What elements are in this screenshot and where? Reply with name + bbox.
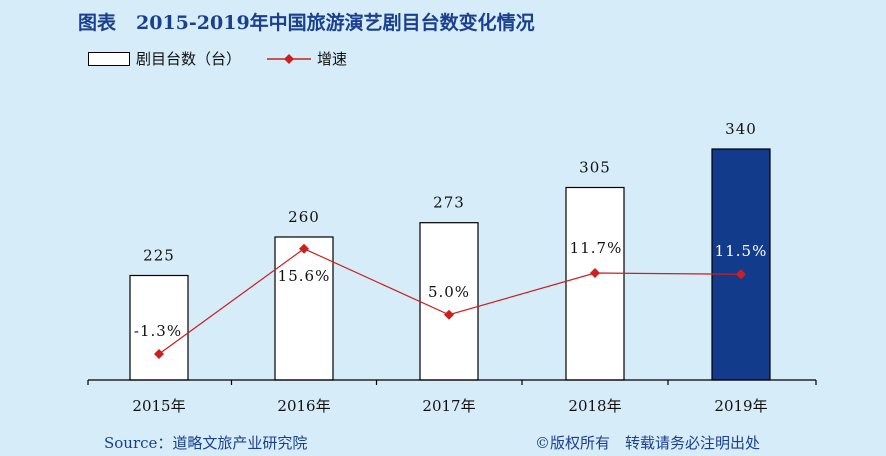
title-text: 2015-2019年中国旅游演艺剧目台数变化情况: [136, 12, 535, 34]
chart-title: 图表 2015-2019年中国旅游演艺剧目台数变化情况: [78, 8, 535, 35]
growth-line-layer: [154, 243, 746, 359]
bar: [711, 148, 771, 381]
bar-value-label: 273: [433, 194, 465, 212]
growth-point: [299, 243, 309, 254]
bar: [419, 222, 479, 381]
bar-value-label: 340: [725, 120, 757, 138]
growth-value-label: 11.7%: [570, 239, 623, 257]
bar: [565, 186, 625, 381]
legend-bar-label: 剧目台数（台）: [136, 50, 242, 68]
title-prefix: 图表: [78, 12, 117, 34]
x-tick-label: 2016年: [277, 397, 330, 415]
x-tick-label: 2017年: [422, 397, 475, 415]
x-tick-label: 2015年: [132, 397, 185, 415]
legend: 剧目台数（台） 增速: [88, 48, 347, 69]
growth-point: [444, 309, 454, 320]
bar-value-label: 305: [579, 159, 611, 177]
bar-value-label: 225: [143, 247, 175, 265]
legend-bar-swatch: [88, 51, 130, 66]
legend-line-label: 增速: [317, 50, 348, 68]
bar: [129, 274, 189, 381]
growth-point: [590, 268, 600, 279]
x-tick-label: 2019年: [714, 397, 767, 415]
labels-layer: 225 260 273 305 340 -1.3% 15.6% 5.0% 11.7% 11.5%: [134, 120, 768, 340]
x-tick-label: 2018年: [568, 397, 621, 415]
copyright-note: ©版权所有 转载请务必注明出处: [535, 434, 761, 452]
source-note: Source：道略文旅产业研究院: [104, 434, 308, 452]
growth-point: [154, 349, 164, 359]
bars-layer: [129, 148, 771, 381]
legend-line-swatch: [267, 53, 312, 64]
growth-point: [736, 269, 746, 280]
growth-value-label: -1.3%: [134, 322, 182, 340]
growth-value-label: 11.5%: [715, 242, 768, 260]
growth-value-label: 15.6%: [278, 267, 331, 285]
growth-value-label: 5.0%: [428, 283, 470, 301]
bar-value-label: 260: [288, 208, 320, 226]
x-axis: 2015年 2016年 2017年 2018年 2019年: [87, 379, 817, 415]
bar: [274, 236, 334, 381]
